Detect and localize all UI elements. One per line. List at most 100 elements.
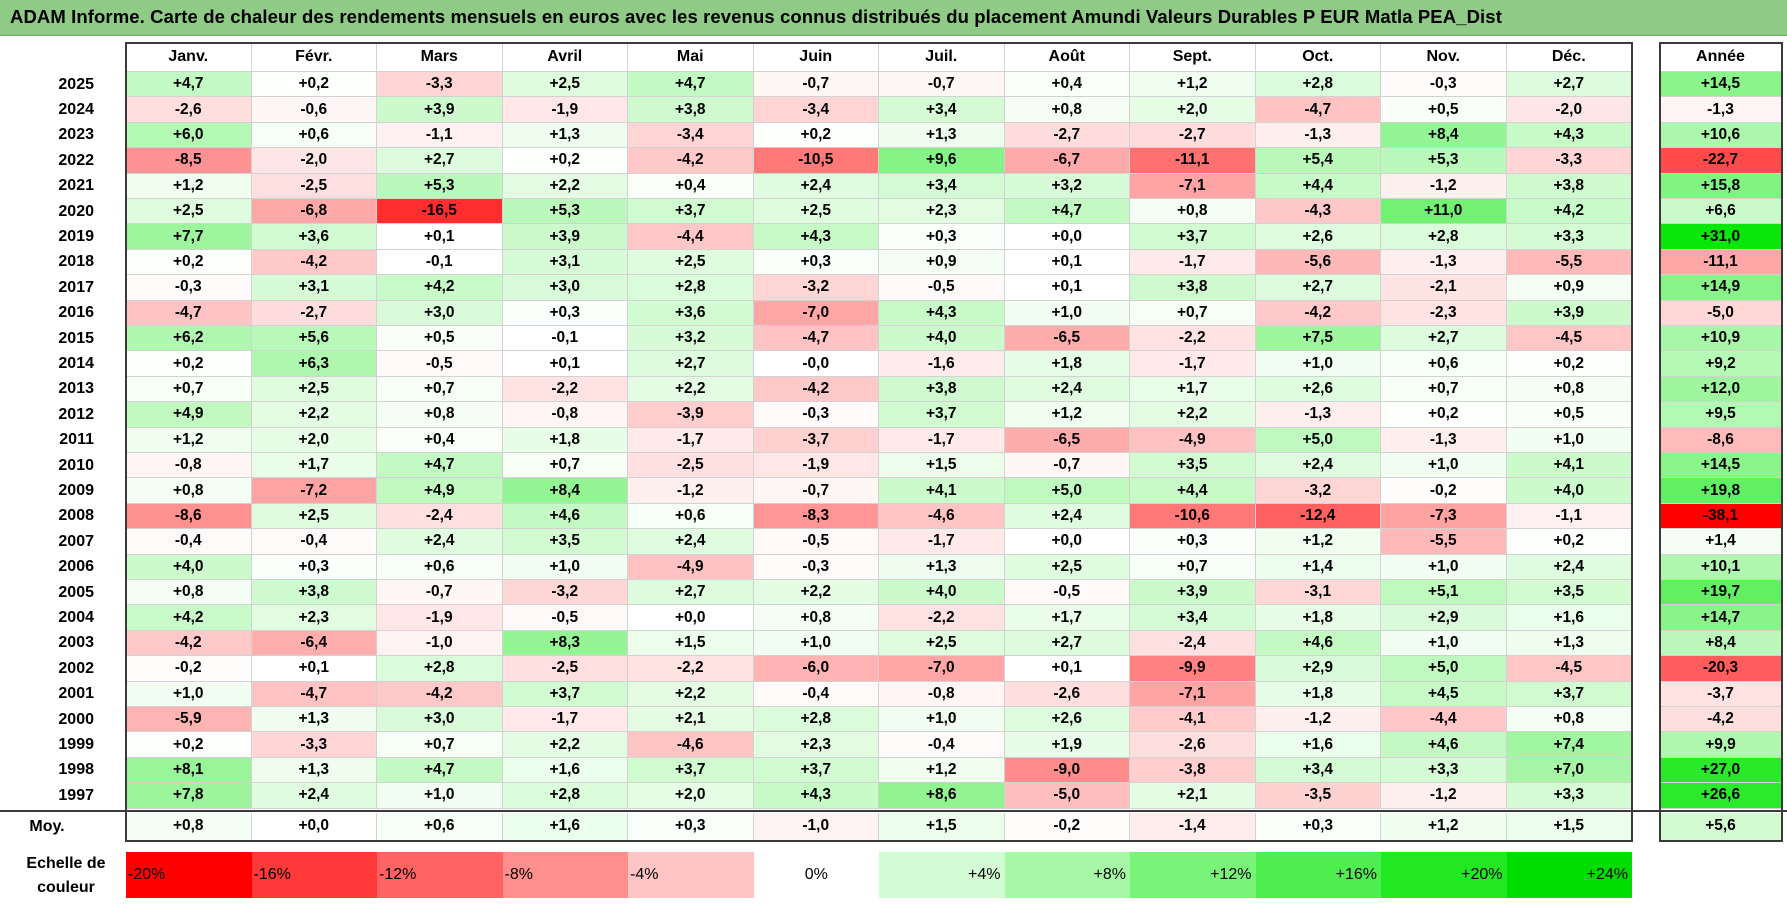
heatmap-cell: +5,4 xyxy=(1255,148,1381,174)
scale-step: -20% xyxy=(126,852,252,898)
heatmap-cell: +3,6 xyxy=(251,224,377,250)
year-label: 2010 xyxy=(0,453,126,479)
heatmap-cell: +2,4 xyxy=(1255,453,1381,479)
heatmap-cell: +2,8 xyxy=(628,275,754,301)
annual-cell: +15,8 xyxy=(1660,173,1782,199)
heatmap-cell: -1,2 xyxy=(1255,707,1381,733)
heatmap-cell: +4,3 xyxy=(753,224,879,250)
heatmap-cell: +2,7 xyxy=(628,351,754,377)
heatmap-cell: +1,6 xyxy=(502,757,628,784)
average-label: Moy. xyxy=(0,812,126,841)
heatmap-cell: +8,3 xyxy=(502,630,628,657)
heatmap-cell: +2,5 xyxy=(126,199,252,225)
heatmap-cell: -6,5 xyxy=(1004,326,1130,352)
heatmap-cell: +1,6 xyxy=(1506,605,1632,631)
average-cell: +0,3 xyxy=(628,812,754,841)
heatmap-cell: +0,9 xyxy=(1506,275,1632,301)
heatmap-cell: +3,2 xyxy=(628,326,754,352)
heatmap-cell: +2,0 xyxy=(251,427,377,453)
scale-step: +4% xyxy=(879,852,1005,898)
year-label: 2015 xyxy=(0,326,126,352)
year-label: 2003 xyxy=(0,630,126,657)
heatmap-cell: +1,8 xyxy=(1004,351,1130,377)
heatmap-cell: +1,3 xyxy=(251,707,377,733)
heatmap-cell: -2,0 xyxy=(251,148,377,174)
annual-cell: +9,5 xyxy=(1660,402,1782,428)
heatmap-cell: +0,9 xyxy=(879,249,1005,276)
heatmap-cell: +2,4 xyxy=(628,529,754,555)
heatmap-cell: +1,0 xyxy=(753,630,879,657)
scale-step: +8% xyxy=(1004,852,1130,898)
heatmap-cell: +1,0 xyxy=(126,681,252,707)
heatmap-cell: -2,2 xyxy=(628,656,754,682)
heatmap-cell: -6,5 xyxy=(1004,427,1130,453)
heatmap-cell: +0,7 xyxy=(1130,554,1256,580)
year-label: 2020 xyxy=(0,199,126,225)
heatmap-cell: +5,1 xyxy=(1381,580,1507,606)
heatmap-cell: -4,7 xyxy=(251,681,377,707)
heatmap-cell: -0,3 xyxy=(1381,72,1507,98)
heatmap-cell: -0,2 xyxy=(1381,478,1507,504)
heatmap-cell: -2,1 xyxy=(1381,275,1507,301)
heatmap-cell: +2,5 xyxy=(753,199,879,225)
heatmap-cell: -0,7 xyxy=(377,580,503,606)
heatmap-cell: +0,3 xyxy=(879,224,1005,250)
year-label: 2004 xyxy=(0,605,126,631)
heatmap-cell: -4,1 xyxy=(1130,707,1256,733)
heatmap-cell: -0,8 xyxy=(879,681,1005,707)
average-cell: -0,2 xyxy=(1004,812,1130,841)
heatmap-cell: -3,3 xyxy=(1506,148,1632,174)
heatmap-cell: +0,4 xyxy=(377,427,503,453)
annual-cell: +10,9 xyxy=(1660,326,1782,352)
heatmap-cell: +4,7 xyxy=(628,72,754,98)
year-label: 2022 xyxy=(0,148,126,174)
heatmap-cell: +11,0 xyxy=(1381,199,1507,225)
year-label: 2018 xyxy=(0,249,126,276)
annual-cell: +26,6 xyxy=(1660,783,1782,809)
heatmap-cell: +0,3 xyxy=(1130,529,1256,555)
year-label: 2011 xyxy=(0,427,126,453)
heatmap-cell: -1,3 xyxy=(1381,427,1507,453)
scale-step: +12% xyxy=(1130,852,1256,898)
heatmap-cell: +1,7 xyxy=(251,453,377,479)
heatmap-cell: -2,0 xyxy=(1506,97,1632,123)
heatmap-cell: +2,7 xyxy=(1255,275,1381,301)
heatmap-cell: -1,6 xyxy=(879,351,1005,377)
heatmap-cell: +3,8 xyxy=(251,580,377,606)
heatmap-cell: +7,5 xyxy=(1255,326,1381,352)
heatmap-cell: +0,3 xyxy=(251,554,377,580)
heatmap-cell: -6,8 xyxy=(251,199,377,225)
month-header: Mars xyxy=(377,43,503,72)
average-cell: +1,5 xyxy=(879,812,1005,841)
average-cell: +0,3 xyxy=(1255,812,1381,841)
heatmap-cell: +3,2 xyxy=(1004,173,1130,199)
heatmap-cell: -1,0 xyxy=(377,630,503,657)
heatmap-cell: -4,6 xyxy=(879,503,1005,530)
heatmap-cell: -4,9 xyxy=(1130,427,1256,453)
heatmap-cell: -2,6 xyxy=(126,97,252,123)
annual-cell: +31,0 xyxy=(1660,224,1782,250)
heatmap-cell: -8,5 xyxy=(126,148,252,174)
year-label: 2001 xyxy=(0,681,126,707)
heatmap-cell: -4,2 xyxy=(628,148,754,174)
heatmap-cell: +2,4 xyxy=(753,173,879,199)
year-label: 2021 xyxy=(0,173,126,199)
heatmap-cell: +4,7 xyxy=(377,757,503,784)
heatmap-cell: +2,4 xyxy=(1004,503,1130,530)
month-header: Oct. xyxy=(1255,43,1381,72)
heatmap-cell: +3,8 xyxy=(628,97,754,123)
heatmap-cell: +1,0 xyxy=(1381,630,1507,657)
heatmap-cell: +3,8 xyxy=(1506,173,1632,199)
heatmap-cell: +0,8 xyxy=(1506,707,1632,733)
annual-cell: -5,0 xyxy=(1660,300,1782,326)
heatmap-cell: -0,7 xyxy=(879,72,1005,98)
heatmap-cell: +2,2 xyxy=(502,732,628,758)
heatmap-cell: +5,0 xyxy=(1004,478,1130,504)
heatmap-cell: +2,5 xyxy=(1004,554,1130,580)
year-label: 2014 xyxy=(0,351,126,377)
annual-cell: +27,0 xyxy=(1660,757,1782,784)
heatmap-cell: -1,7 xyxy=(502,707,628,733)
heatmap-cell: -0,3 xyxy=(753,554,879,580)
heatmap-cell: +3,4 xyxy=(1255,757,1381,784)
heatmap-cell: +0,6 xyxy=(1381,351,1507,377)
